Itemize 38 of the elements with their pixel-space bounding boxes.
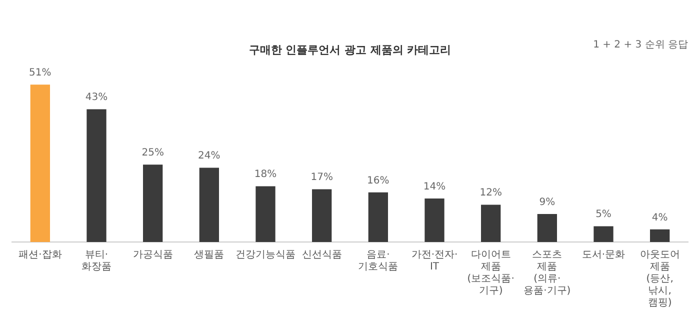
bar xyxy=(650,229,670,242)
chart-title: 구매한 인플루언서 광고 제품의 카테고리 xyxy=(248,43,452,56)
x-tick-label: 도서·문화 xyxy=(582,250,626,261)
bar xyxy=(199,168,219,242)
bar xyxy=(424,198,444,242)
bar xyxy=(537,214,557,242)
x-tick-label: 가공식품 xyxy=(132,250,173,261)
x-tick-label: 뷰티·화장품 xyxy=(82,250,112,273)
data-label: 12% xyxy=(480,188,502,199)
x-tick-label: 가전·전자·IT xyxy=(411,250,458,273)
bar xyxy=(256,186,276,242)
bar xyxy=(594,226,614,242)
data-label: 43% xyxy=(85,92,108,104)
data-label: 4% xyxy=(652,212,668,224)
bar xyxy=(368,192,388,242)
x-tick-label: 다이어트 제품 (보조식품·기구) xyxy=(467,250,514,297)
data-label: 25% xyxy=(142,148,164,159)
data-label: 14% xyxy=(423,181,446,192)
data-label: 18% xyxy=(254,169,277,180)
x-tick-label: 음료·기호식품 xyxy=(358,250,398,273)
data-label: 9% xyxy=(539,196,556,208)
x-tick-label: 신선식품 xyxy=(302,250,342,261)
bar xyxy=(30,84,50,242)
x-tick-label: 패션·잡화 xyxy=(18,250,62,261)
data-label: 16% xyxy=(367,175,390,186)
bar xyxy=(86,109,106,242)
data-label: 5% xyxy=(596,209,612,220)
bar xyxy=(143,164,163,242)
x-tick-label: 아웃도어 제품 (등산, 낚시, 캠핑) xyxy=(640,250,680,309)
text: 1 + 2 + 3 순위 응답 xyxy=(593,40,688,51)
bar xyxy=(481,204,501,242)
x-tick-label: 생필품 xyxy=(194,250,224,261)
x-tick-label: 스포츠 제품 (의류·용품·기구) xyxy=(524,250,571,297)
bar xyxy=(312,189,332,242)
data-label: 51% xyxy=(29,68,52,79)
data-label: 24% xyxy=(198,150,220,162)
x-tick-label: 건강기능식품 xyxy=(236,250,296,261)
data-label: 17% xyxy=(310,172,333,184)
